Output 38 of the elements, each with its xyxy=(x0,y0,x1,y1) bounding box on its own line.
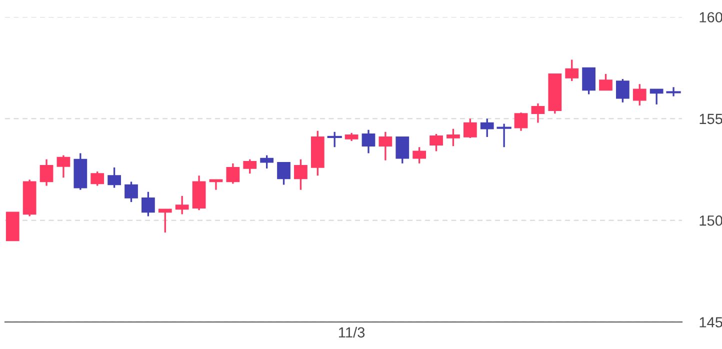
candlestick xyxy=(632,83,646,106)
x-tick-label: 11/3 xyxy=(339,326,365,338)
candlestick xyxy=(158,208,172,234)
candlestick xyxy=(56,154,70,178)
candlestick xyxy=(226,162,240,185)
candlestick xyxy=(650,88,664,106)
candlestick xyxy=(378,131,392,162)
y-tick-label: 150 xyxy=(700,215,722,226)
candlestick xyxy=(294,158,308,191)
candlestick xyxy=(260,154,274,170)
candlestick xyxy=(430,133,443,152)
candlestick xyxy=(514,112,528,132)
y-tick-label: 155 xyxy=(700,114,722,124)
candlestick xyxy=(599,73,612,92)
candlestick xyxy=(327,131,342,148)
candlestick xyxy=(40,158,54,187)
y-tick-label: 145 xyxy=(700,317,722,328)
y-tick-label: 160 xyxy=(700,12,722,22)
candlestick xyxy=(396,136,410,164)
candlestick xyxy=(565,58,579,82)
candlestick xyxy=(277,162,290,186)
candlestick xyxy=(496,122,512,148)
candlestick xyxy=(362,129,376,154)
candlestick xyxy=(243,158,257,174)
candlestick xyxy=(582,67,596,96)
candlestick xyxy=(616,78,630,104)
candlestick xyxy=(209,178,223,191)
candlestick xyxy=(90,170,104,187)
candlestick xyxy=(666,86,681,98)
candlestick xyxy=(412,146,426,164)
candlestick xyxy=(124,180,138,203)
candlestick xyxy=(175,195,189,216)
candlestick xyxy=(108,166,121,189)
candlestick xyxy=(531,102,545,124)
candlestick xyxy=(463,118,477,139)
candlestick xyxy=(446,128,460,147)
candlestick xyxy=(480,118,494,138)
candlestick xyxy=(142,191,155,218)
